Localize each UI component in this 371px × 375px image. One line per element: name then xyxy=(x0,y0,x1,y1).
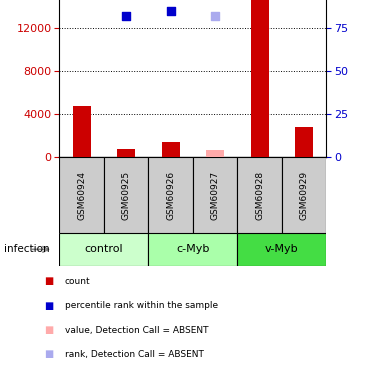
Text: GSM60927: GSM60927 xyxy=(211,170,220,220)
Text: c-Myb: c-Myb xyxy=(176,244,210,254)
Text: GSM60924: GSM60924 xyxy=(77,171,86,219)
Text: GSM60926: GSM60926 xyxy=(166,170,175,220)
Bar xyxy=(206,150,224,158)
Bar xyxy=(59,158,104,232)
Text: GSM60928: GSM60928 xyxy=(255,170,264,220)
Text: GSM60925: GSM60925 xyxy=(122,170,131,220)
Bar xyxy=(104,158,148,232)
Text: control: control xyxy=(85,244,123,254)
Bar xyxy=(237,232,326,266)
Bar xyxy=(237,158,282,232)
Text: infection: infection xyxy=(4,244,49,254)
Text: v-Myb: v-Myb xyxy=(265,244,299,254)
Point xyxy=(123,13,129,19)
Bar xyxy=(295,127,313,158)
Text: ■: ■ xyxy=(45,325,54,335)
Bar xyxy=(282,158,326,232)
Bar xyxy=(148,232,237,266)
Bar xyxy=(148,158,193,232)
Text: GSM60929: GSM60929 xyxy=(300,170,309,220)
Text: value, Detection Call = ABSENT: value, Detection Call = ABSENT xyxy=(65,326,209,334)
Bar xyxy=(162,142,180,158)
Bar xyxy=(193,158,237,232)
Point xyxy=(168,8,174,14)
Text: percentile rank within the sample: percentile rank within the sample xyxy=(65,301,218,310)
Text: count: count xyxy=(65,277,91,286)
Point xyxy=(212,13,218,19)
Bar xyxy=(251,0,269,158)
Text: ■: ■ xyxy=(45,350,54,359)
Text: rank, Detection Call = ABSENT: rank, Detection Call = ABSENT xyxy=(65,350,204,359)
Bar xyxy=(59,232,148,266)
Bar xyxy=(73,106,91,158)
Bar xyxy=(117,149,135,158)
Text: ■: ■ xyxy=(45,276,54,286)
Text: ■: ■ xyxy=(45,301,54,310)
